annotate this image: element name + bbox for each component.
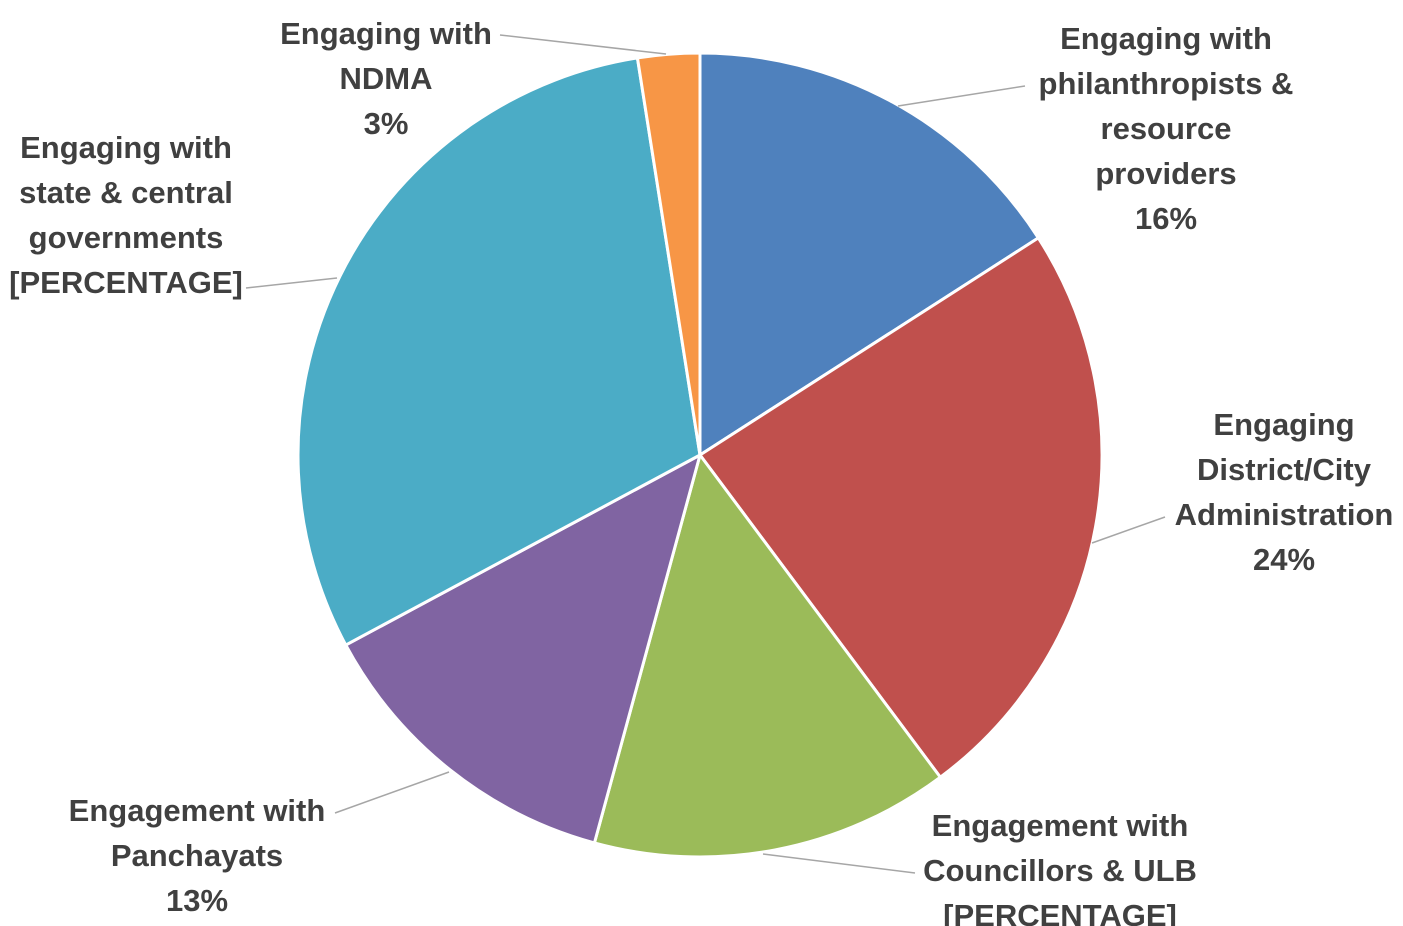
slice-name-line: providers [1095, 156, 1236, 191]
slice-labels: Engaging with philanthropists & resource pr… [9, 16, 1393, 926]
slice-value-label: [PERCENTAGE] [943, 898, 1177, 926]
pie-slice-1 [698, 51, 1041, 458]
slice-label-6: Engaging with NDMA 3% [280, 16, 492, 141]
pie-slice-3 [592, 451, 943, 859]
slice-value-label: 24% [1253, 542, 1315, 577]
slice-name-line: Engaging [1213, 407, 1354, 442]
slice-name-line: Engagement with [932, 808, 1189, 843]
slice-name-line: Engagement with [69, 793, 326, 828]
slice-label-2: Engaging District/City Administration 24% [1175, 407, 1394, 577]
slice-name-line: resource [1101, 111, 1232, 146]
leader-line-6 [499, 34, 667, 55]
slice-name-line: philanthropists & [1039, 66, 1294, 101]
leader-lines [245, 34, 1166, 874]
leader-line-5 [245, 277, 338, 289]
slice-value-label: [PERCENTAGE] [9, 265, 243, 300]
slice-name-line: Engaging with [280, 16, 492, 51]
slice-name-line: state & central [19, 175, 233, 210]
slice-name-line: governments [29, 220, 224, 255]
slice-name-line: Councillors & ULB [923, 853, 1197, 888]
slice-value-label: 16% [1135, 201, 1197, 236]
pie-slice-4 [343, 452, 703, 845]
slice-name-line: Panchayats [111, 838, 283, 873]
slice-value-label: 3% [364, 106, 409, 141]
pie-slices [296, 51, 1104, 859]
slice-value-label: 13% [166, 883, 228, 918]
leader-line-1 [897, 85, 1026, 107]
pie-slice-5 [296, 56, 702, 648]
leader-line-2 [1091, 516, 1166, 544]
slice-name-line: Engaging with [20, 130, 232, 165]
leader-line-3 [762, 853, 916, 874]
pie-slice-6 [635, 51, 702, 456]
slice-name-line: Engaging with [1060, 21, 1272, 56]
slice-name-line: District/City [1197, 452, 1372, 487]
slice-label-5: Engaging with state & central governments [… [9, 130, 243, 300]
slice-name-line: NDMA [340, 61, 433, 96]
slice-label-1: Engaging with philanthropists & resource pr… [1039, 21, 1294, 236]
pie-slice-2 [697, 235, 1104, 780]
slice-label-4: Engagement with Panchayats 13% [69, 793, 326, 918]
leader-line-4 [334, 771, 450, 814]
slice-label-3: Engagement with Councillors & ULB [PERCENT… [923, 808, 1197, 926]
slice-name-line: Administration [1175, 497, 1394, 532]
